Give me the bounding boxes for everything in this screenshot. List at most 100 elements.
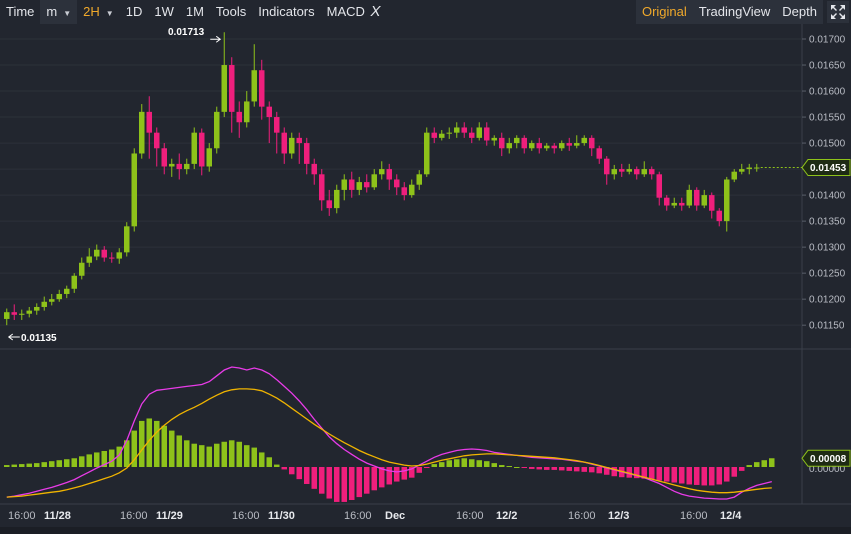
last-macd-marker xyxy=(801,449,851,467)
macd-bar xyxy=(379,467,385,488)
candle-body xyxy=(536,143,542,149)
view-tradingview[interactable]: TradingView xyxy=(692,0,777,24)
candle-body xyxy=(686,189,692,206)
macd-bar xyxy=(476,460,482,467)
candle-body xyxy=(184,163,190,170)
candle-body xyxy=(251,70,257,102)
macd-bar xyxy=(416,467,422,473)
macd-bar xyxy=(484,461,490,467)
candle-body xyxy=(514,137,520,144)
caret-down-icon: ▼ xyxy=(63,9,72,18)
macd-bar xyxy=(191,443,197,467)
candle-body xyxy=(161,148,167,167)
macd-bar xyxy=(761,460,767,467)
bottom-strip xyxy=(0,527,851,534)
macd-bar xyxy=(341,467,347,502)
macd-bar xyxy=(56,460,62,467)
macd-bar xyxy=(154,420,160,467)
chart-toolbar: Time m ▼ 2H ▼ 1D 1W 1M Tools Indicators MA… xyxy=(0,0,851,24)
macd-bar xyxy=(304,467,310,484)
x-tick-2: 16:00 xyxy=(120,510,148,522)
interval-1m[interactable]: 1M xyxy=(185,4,204,19)
y-tick-label: 0.01600 xyxy=(809,87,846,98)
candle-body xyxy=(424,132,430,175)
macd-bar xyxy=(334,467,340,502)
macd-bar xyxy=(64,459,70,467)
candle-body xyxy=(236,111,242,123)
candle-body xyxy=(694,189,700,206)
candle-body xyxy=(259,70,265,107)
macd-axis-ticks: 0.00000 xyxy=(809,464,846,475)
candle-body xyxy=(446,132,452,134)
candle-body xyxy=(386,169,392,180)
candle-body xyxy=(671,202,677,206)
unit-dropdown[interactable]: m ▼ xyxy=(40,0,78,24)
macd-bar xyxy=(469,459,475,467)
x-tick-0: 16:00 xyxy=(8,510,36,522)
candle-body xyxy=(49,299,55,302)
candle-body xyxy=(124,226,130,253)
interval-1w[interactable]: 1W xyxy=(154,4,174,19)
candle-body xyxy=(656,174,662,198)
candle-body xyxy=(484,127,490,141)
candle-body xyxy=(326,200,332,209)
candle-body xyxy=(544,145,550,149)
macd-bar xyxy=(559,467,565,471)
x-tick-4: 16:00 xyxy=(232,510,260,522)
macd-bar xyxy=(101,450,107,467)
candle-body xyxy=(191,132,197,164)
candle-body xyxy=(349,179,355,190)
macd-bar xyxy=(694,467,700,485)
fullscreen-icon[interactable] xyxy=(827,1,849,23)
macd-bar xyxy=(4,465,10,467)
macd-bar xyxy=(491,463,497,467)
macd-bar xyxy=(124,440,130,467)
macd-bar xyxy=(71,458,77,467)
candle-body xyxy=(4,312,10,319)
candle-body xyxy=(274,117,280,133)
candle-body xyxy=(679,202,685,206)
caret-down-icon: ▼ xyxy=(105,9,114,18)
view-depth[interactable]: Depth xyxy=(776,0,823,24)
x-tick-10: 16:00 xyxy=(568,510,596,522)
candle-body xyxy=(724,179,730,222)
macd-bar xyxy=(199,445,205,467)
interval-dropdown[interactable]: 2H ▼ xyxy=(77,0,120,24)
macd-bar xyxy=(34,463,40,467)
last-price-tag: 0.01453 xyxy=(801,159,851,177)
candle-body xyxy=(11,312,17,315)
view-original[interactable]: Original xyxy=(635,0,693,24)
candle-body xyxy=(461,127,467,133)
candle-body xyxy=(176,163,182,170)
macd-bar xyxy=(244,445,250,467)
macd-bar xyxy=(251,447,257,467)
macd-bar xyxy=(446,460,452,467)
view-switcher: Original TradingView Depth xyxy=(635,0,851,24)
macd-bar xyxy=(94,452,100,467)
candle-body xyxy=(281,132,287,154)
interval-1d[interactable]: 1D xyxy=(125,4,143,19)
candle-body xyxy=(371,174,377,188)
indicators-button[interactable]: Indicators xyxy=(258,4,315,19)
x-tick-9: 12/2 xyxy=(496,510,517,522)
interval-label: 2H xyxy=(83,4,100,19)
price-chart[interactable]: 0.01700 0.01650 0.01600 0.01550 0.01500 0.014… xyxy=(0,24,851,527)
candle-body xyxy=(439,133,445,138)
candle-body xyxy=(604,158,610,175)
macd-bar xyxy=(214,443,220,467)
candle-body xyxy=(319,174,325,201)
candles xyxy=(4,32,802,326)
tools-button[interactable]: Tools xyxy=(215,4,247,19)
macd-bar xyxy=(589,467,595,473)
macd-bar xyxy=(319,467,325,494)
macd-bar xyxy=(26,463,32,467)
macd-bar xyxy=(229,440,235,467)
macd-bar xyxy=(656,467,662,481)
macd-bar xyxy=(11,464,17,467)
candle-body xyxy=(244,101,250,123)
macd-remove-icon[interactable]: X xyxy=(370,3,381,20)
macd-bar xyxy=(499,465,505,467)
candle-body xyxy=(559,143,565,149)
high-callout: 0.01713 xyxy=(168,27,222,43)
macd-bar xyxy=(454,459,460,467)
